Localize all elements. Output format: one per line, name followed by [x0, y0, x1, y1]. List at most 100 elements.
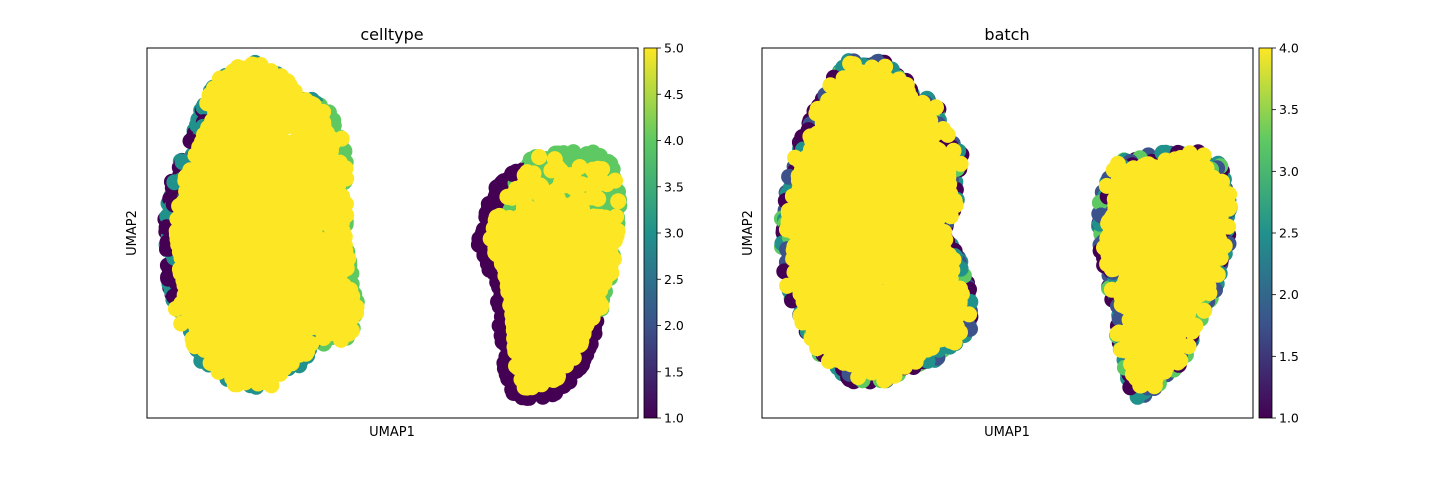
- data-point: [544, 386, 561, 403]
- data-point: [201, 330, 218, 347]
- data-point: [544, 226, 561, 243]
- data-point: [210, 266, 227, 283]
- data-point: [529, 323, 546, 340]
- data-point: [193, 287, 210, 304]
- colorbar-gradient: [643, 47, 658, 419]
- data-point: [203, 227, 219, 244]
- data-point: [305, 214, 322, 231]
- data-point: [272, 128, 289, 145]
- data-point: [207, 195, 223, 212]
- data-point: [557, 177, 574, 194]
- data-point: [504, 381, 521, 398]
- data-point: [160, 270, 177, 287]
- data-point: [254, 262, 271, 279]
- data-point: [211, 70, 228, 87]
- panel-batch: batch UMAP1 UMAP2 1.01.52.02.53.03.54.0: [741, 25, 1299, 440]
- y-axis-label: UMAP2: [125, 210, 140, 256]
- data-point: [563, 207, 580, 224]
- data-point: [243, 82, 260, 99]
- data-point: [543, 162, 560, 179]
- data-point: [244, 350, 261, 366]
- data-point: [548, 268, 565, 285]
- data-point: [265, 210, 282, 227]
- data-point: [197, 273, 214, 290]
- data-point: [249, 305, 265, 321]
- data-point: [315, 330, 332, 346]
- data-point: [223, 255, 240, 272]
- colorbar-tick-label: 5.0: [664, 41, 684, 56]
- data-point: [344, 301, 361, 318]
- data-point: [216, 329, 233, 346]
- data-point: [527, 219, 543, 236]
- data-point: [779, 277, 796, 294]
- data-point: [238, 270, 254, 287]
- data-point: [487, 212, 504, 229]
- data-point: [504, 219, 521, 236]
- data-point: [526, 237, 543, 254]
- data-point: [952, 155, 969, 172]
- data-point: [301, 166, 317, 183]
- data-point: [590, 264, 607, 281]
- colorbar-ticks: 1.01.52.02.53.03.54.04.55.0: [657, 41, 684, 426]
- data-point: [329, 246, 346, 263]
- data-point: [243, 131, 260, 147]
- data-point: [267, 328, 284, 345]
- colorbar-tick-label: 3.0: [664, 226, 684, 241]
- data-point: [536, 256, 553, 273]
- data-point: [289, 256, 306, 273]
- data-point: [576, 312, 593, 329]
- data-point: [551, 350, 567, 367]
- data-point: [504, 165, 521, 182]
- data-point: [277, 107, 294, 124]
- data-point: [564, 261, 581, 278]
- data-point: [334, 262, 351, 279]
- data-point: [610, 193, 627, 210]
- colorbar-tick-label: 2.5: [664, 272, 684, 287]
- colorbar-tick-label: 4.0: [664, 133, 684, 148]
- data-point: [337, 195, 354, 212]
- data-point: [299, 287, 316, 304]
- colorbar-tick-label: 3.5: [664, 179, 684, 194]
- data-point: [586, 214, 602, 231]
- data-point: [566, 286, 583, 303]
- data-point: [257, 245, 273, 262]
- data-point: [212, 341, 228, 358]
- data-point: [318, 295, 335, 312]
- data-point: [506, 299, 523, 316]
- data-point: [249, 283, 266, 300]
- data-point: [508, 342, 525, 359]
- data-point: [543, 305, 560, 322]
- data-point: [315, 129, 332, 146]
- data-point: [219, 288, 236, 305]
- data-point: [508, 180, 525, 197]
- data-point: [284, 136, 301, 153]
- data-point: [324, 282, 341, 299]
- data-point: [501, 239, 518, 256]
- data-point: [233, 167, 250, 184]
- data-point: [513, 371, 530, 388]
- data-point: [234, 203, 251, 220]
- data-point: [587, 245, 603, 262]
- data-point: [183, 175, 200, 192]
- data-point: [191, 226, 208, 243]
- data-point: [523, 353, 539, 370]
- colorbar-tick-label: 2.0: [664, 318, 684, 333]
- data-point: [290, 226, 307, 243]
- data-point: [195, 300, 212, 316]
- data-point: [234, 239, 250, 256]
- data-point: [564, 236, 581, 253]
- data-point: [516, 167, 533, 184]
- data-point: [273, 352, 290, 369]
- data-point: [314, 116, 331, 133]
- data-point: [539, 286, 556, 303]
- data-point: [546, 318, 563, 335]
- colorbar-tick-label: 1.5: [664, 364, 684, 379]
- data-point: [181, 194, 198, 211]
- data-point: [262, 81, 279, 98]
- data-point: [267, 188, 283, 205]
- data-point: [587, 178, 604, 194]
- data-point: [340, 325, 357, 342]
- data-point: [318, 200, 335, 217]
- data-point: [210, 141, 226, 157]
- data-point: [280, 176, 296, 193]
